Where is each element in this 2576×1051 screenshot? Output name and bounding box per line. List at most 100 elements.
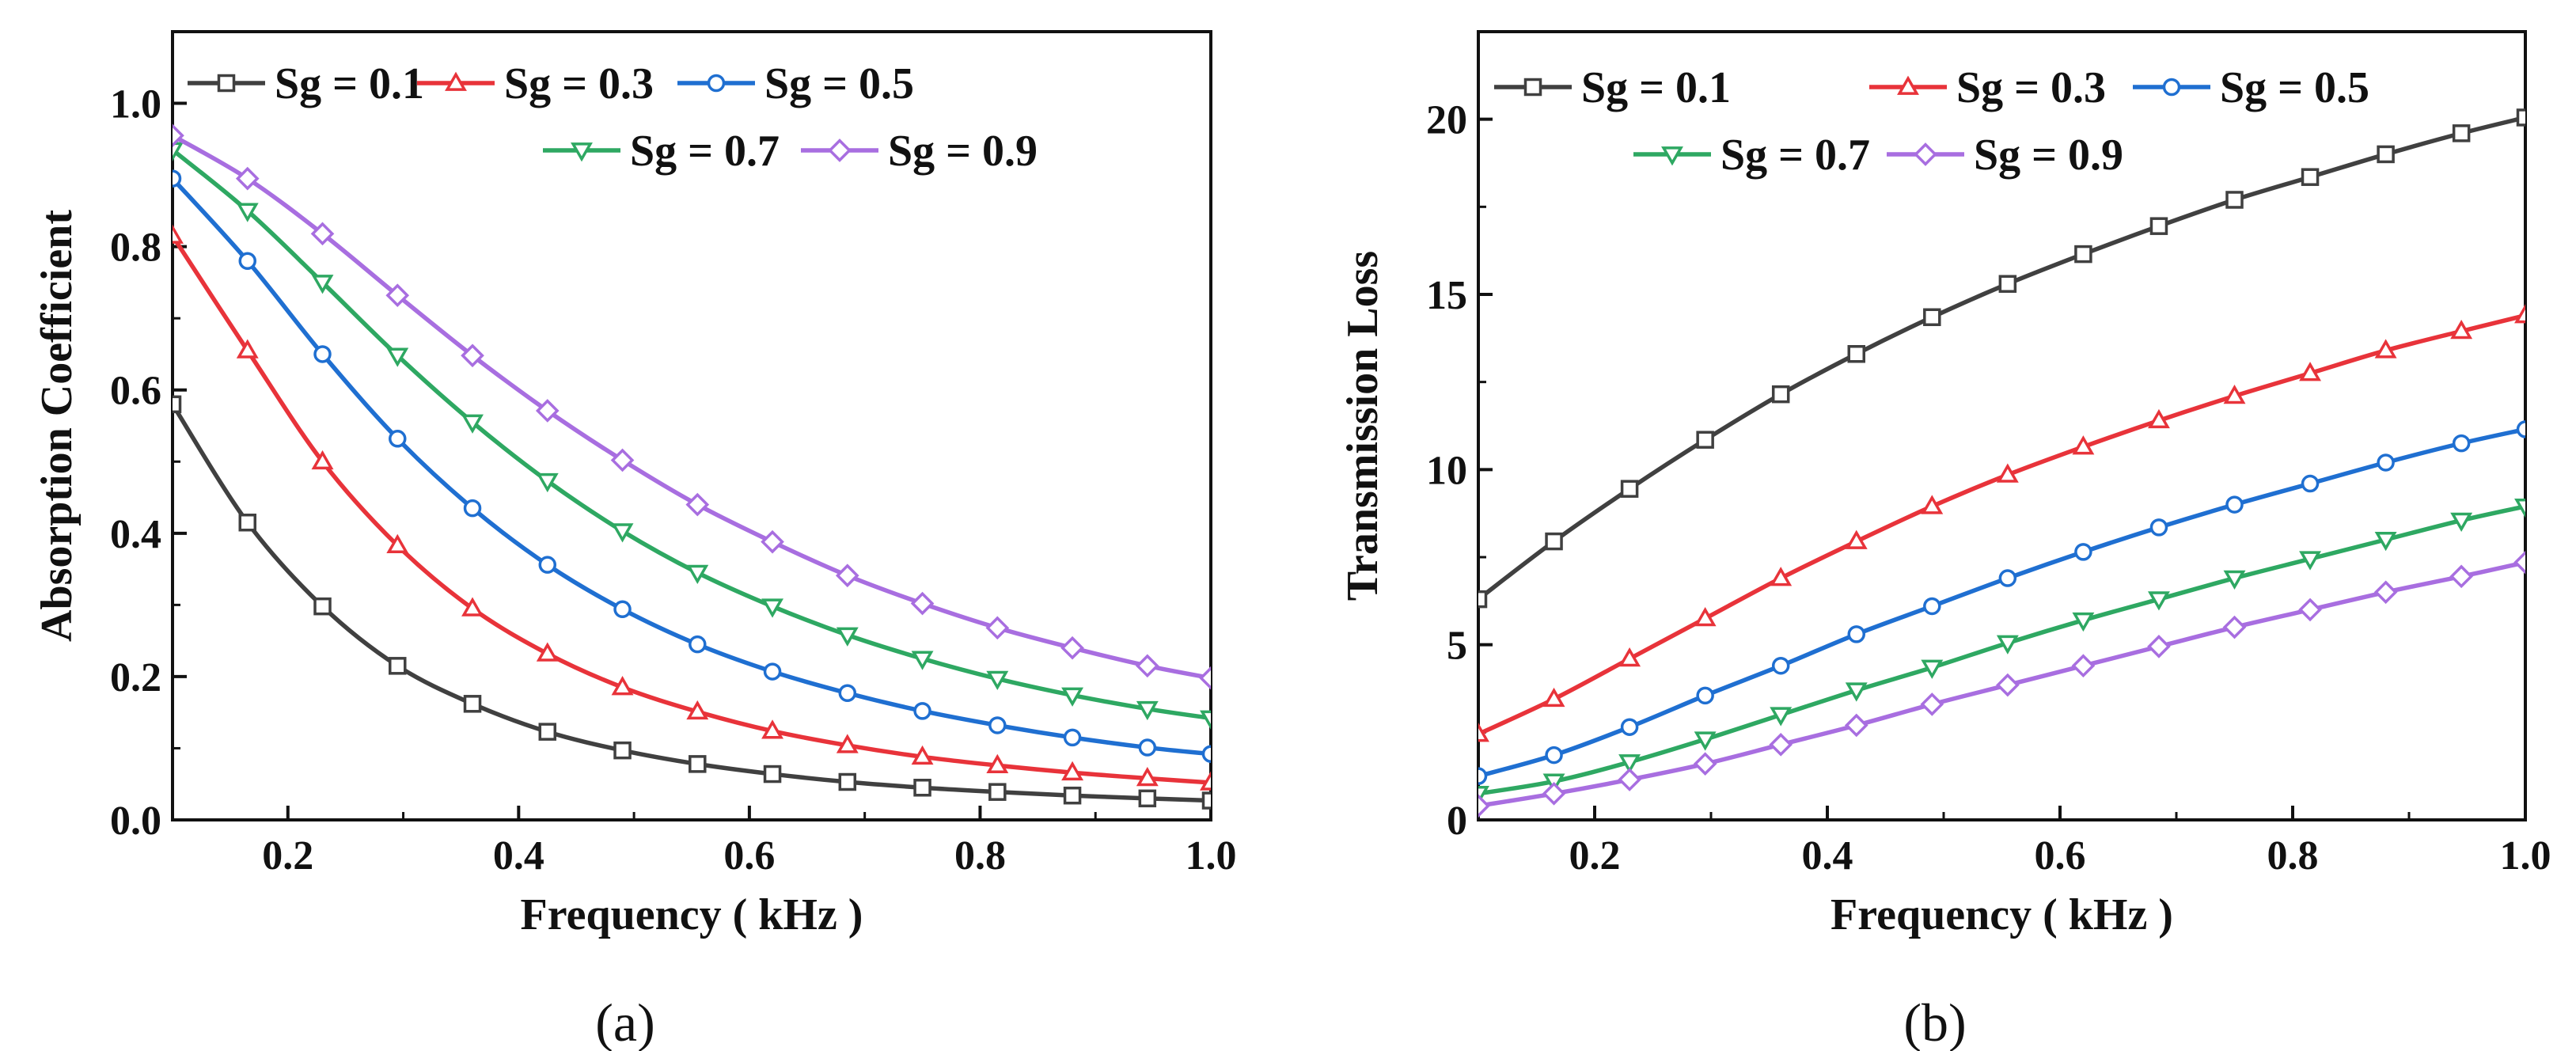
b-point-sg-0-1-1	[1545, 532, 1563, 551]
b-point-sg-0-1-5	[1847, 345, 1865, 363]
a-point-sg-0-7-11	[986, 670, 1009, 691]
a-point-sg-0-5-3	[389, 430, 407, 448]
a-point-sg-0-5-1	[238, 252, 257, 270]
panel-b-label: (b)	[1903, 992, 1966, 1051]
b-point-sg-0-9-13	[2449, 564, 2473, 589]
a-legend-item-sg-0-9: Sg = 0.9	[801, 127, 1038, 176]
a-legend-marker-sg-0-5	[707, 74, 726, 93]
a-point-sg-0-1-0	[173, 395, 182, 414]
a-legend-item-sg-0-1: Sg = 0.1	[188, 59, 424, 108]
b-y-tick-label-15: 15	[1426, 273, 1467, 318]
a-point-sg-0-7-1	[236, 203, 259, 222]
b-point-sg-0-1-0	[1478, 590, 1488, 609]
b-point-sg-0-3-5	[1845, 529, 1868, 549]
a-point-sg-0-3-11	[986, 753, 1009, 774]
b-point-sg-0-5-4	[1771, 656, 1790, 675]
b-point-sg-0-1-10	[2225, 191, 2244, 209]
b-point-sg-0-5-13	[2452, 434, 2471, 453]
a-point-sg-0-5-4	[463, 499, 482, 518]
a-series-sg-0-9	[173, 123, 1211, 690]
b-x-axis-label: Frequency ( kHz )	[1831, 890, 2173, 939]
b-y-axis-label: Transmission Loss	[1338, 251, 1387, 601]
b-y-tick-label-10: 10	[1426, 448, 1467, 493]
b-point-sg-0-9-12	[2373, 580, 2398, 605]
b-point-sg-0-5-0	[1478, 767, 1488, 785]
a-legend-item-sg-0-7: Sg = 0.7	[543, 127, 780, 176]
a-y-axis-label: Absorption Coefficient	[32, 210, 82, 642]
a-point-sg-0-9-12	[1060, 636, 1084, 660]
a-point-sg-0-5-2	[313, 345, 332, 363]
a-point-sg-0-9-3	[385, 283, 410, 308]
b-point-sg-0-3-8	[2072, 435, 2095, 455]
a-legend-marker-sg-0-3	[445, 71, 467, 91]
a-point-sg-0-5-13	[1138, 738, 1157, 757]
b-point-sg-0-7-11	[2299, 551, 2322, 571]
b-point-sg-0-9-9	[2147, 635, 2171, 658]
a-point-sg-0-7-10	[911, 651, 934, 670]
a-legend-label-sg-0-1: Sg = 0.1	[275, 59, 424, 108]
a-point-sg-0-3-13	[1136, 767, 1159, 787]
b-point-sg-0-5-9	[2149, 518, 2168, 537]
a-line-sg-0-7	[173, 148, 1211, 721]
a-series-sg-0-3	[173, 224, 1211, 791]
b-legend-label-sg-0-1: Sg = 0.1	[1581, 63, 1731, 112]
a-legend-item-sg-0-5: Sg = 0.5	[677, 59, 914, 108]
b-legend-marker-sg-0-5	[2162, 78, 2181, 97]
a-point-sg-0-1-2	[313, 597, 332, 616]
a-point-sg-0-9-4	[461, 343, 484, 368]
a-point-sg-0-3-5	[536, 642, 559, 662]
a-x-tick-label-0-4: 0.4	[493, 833, 544, 878]
b-legend-marker-sg-0-7	[1661, 146, 1683, 166]
a-line-sg-0-9	[173, 133, 1211, 681]
b-point-sg-0-3-1	[1542, 687, 1565, 708]
b-point-sg-0-9-1	[1542, 781, 1566, 806]
a-x-tick-label-0-2: 0.2	[262, 833, 313, 878]
b-series-sg-0-3	[1478, 304, 2525, 742]
a-series-sg-0-5	[173, 169, 1211, 763]
a-point-sg-0-7-9	[836, 627, 859, 647]
a-point-sg-0-9-9	[835, 563, 859, 588]
b-point-sg-0-5-6	[1923, 597, 1941, 616]
a-point-sg-0-1-9	[838, 772, 857, 791]
b-point-sg-0-7-4	[1770, 707, 1793, 727]
a-point-sg-0-5-9	[838, 684, 857, 702]
b-point-sg-0-3-3	[1694, 607, 1717, 627]
b-point-sg-0-3-13	[2450, 320, 2473, 340]
b-point-sg-0-5-3	[1696, 686, 1714, 705]
a-point-sg-0-9-1	[235, 166, 260, 191]
a-point-sg-0-3-14	[1200, 771, 1211, 791]
b-series-sg-0-1	[1478, 108, 2525, 609]
a-legend-marker-sg-0-7	[571, 142, 593, 162]
b-legend-marker-sg-0-1	[1523, 78, 1542, 97]
b-point-sg-0-3-7	[1996, 463, 2019, 483]
a-series-sg-0-1	[173, 395, 1211, 810]
a-point-sg-0-9-7	[685, 492, 710, 517]
a-line-sg-0-3	[173, 234, 1211, 785]
b-point-sg-0-7-14	[2514, 498, 2525, 518]
a-legend-label-sg-0-3: Sg = 0.3	[504, 59, 654, 108]
a-point-sg-0-3-6	[611, 676, 634, 696]
b-point-sg-0-3-10	[2223, 384, 2246, 404]
b-y-tick-label-5: 5	[1447, 624, 1467, 669]
b-point-sg-0-7-3	[1694, 731, 1717, 751]
a-point-sg-0-9-2	[310, 222, 335, 246]
a-legend-label-sg-0-9: Sg = 0.9	[888, 127, 1038, 176]
b-point-sg-0-1-12	[2377, 145, 2395, 164]
b-legend-item-sg-0-3: Sg = 0.3	[1869, 63, 2106, 112]
b-point-sg-0-9-3	[1693, 752, 1717, 776]
a-x-tick-label-1-0: 1.0	[1186, 833, 1237, 878]
b-series-sg-0-9	[1478, 550, 2525, 818]
a-point-sg-0-9-8	[761, 529, 784, 554]
a-point-sg-0-1-14	[1201, 791, 1211, 810]
b-point-sg-0-1-2	[1620, 480, 1639, 498]
a-y-tick-label-0-4: 0.4	[110, 512, 161, 557]
a-point-sg-0-1-6	[613, 741, 632, 760]
a-point-sg-0-9-6	[610, 448, 635, 472]
b-point-sg-0-3-2	[1618, 647, 1641, 667]
b-x-tick-label-0-2: 0.2	[1569, 833, 1621, 878]
b-point-sg-0-1-3	[1696, 431, 1714, 449]
a-point-sg-0-9-13	[1135, 654, 1159, 678]
b-x-tick-label-0-6: 0.6	[2035, 833, 2086, 878]
a-point-sg-0-5-10	[913, 702, 931, 720]
